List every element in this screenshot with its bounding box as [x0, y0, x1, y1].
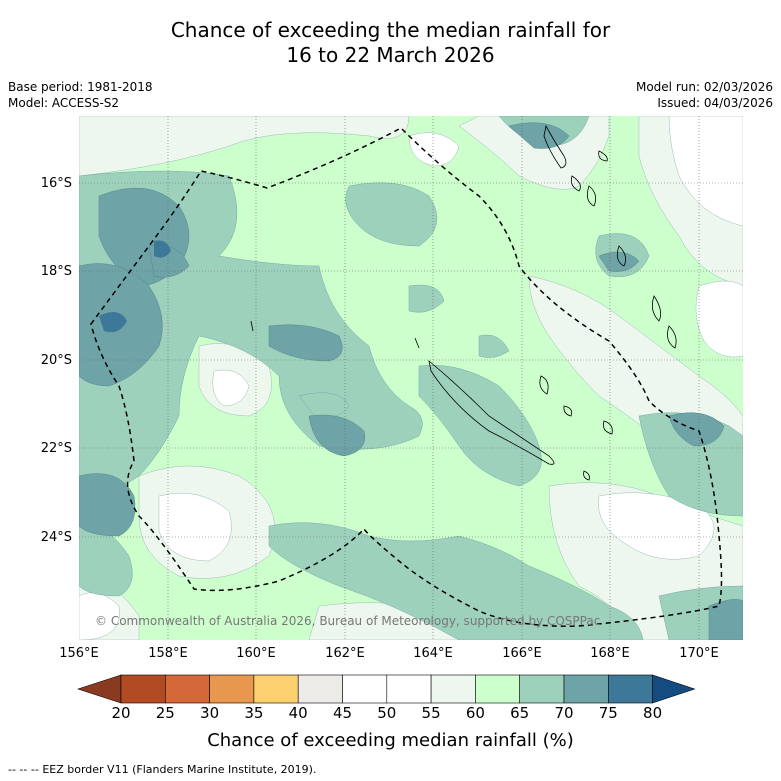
colorbar-cell-50-55: [386, 674, 432, 704]
model-run: Model run: 02/03/2026: [635, 80, 773, 94]
colorbar-tick-35: 35: [244, 704, 264, 722]
colorbar-cells: [77, 674, 696, 704]
eez-legend-text: EEZ border V11 (Flanders Marine Institut…: [42, 763, 317, 776]
colorbar-tick-80: 80: [643, 704, 663, 722]
colorbar-cell-25-30: [165, 674, 210, 704]
colorbar-cell-30-35: [209, 674, 255, 704]
colorbar-extend-high: [652, 674, 696, 704]
colorbar-cell-60-65: [475, 674, 520, 704]
lat-label-22s: 22°S: [40, 441, 72, 456]
lat-label-24s: 24°S: [40, 530, 72, 545]
colorbar-tick-30: 30: [200, 704, 220, 722]
colorbar-tick-50: 50: [377, 704, 397, 722]
colorbar-tick-65: 65: [510, 704, 530, 722]
coastlines: [250, 124, 677, 481]
colorbar-cell-45-50: [342, 674, 388, 704]
colorbar-tick-60: 60: [465, 704, 485, 722]
title-line-2: 16 to 22 March 2026: [286, 43, 495, 67]
lat-label-20s: 20°S: [40, 353, 72, 368]
lon-label-166e: 166°E: [502, 646, 542, 661]
new-caledonia-island: [428, 359, 555, 465]
legend-footnote: -- -- -- EEZ border V11 (Flanders Marine…: [8, 763, 316, 776]
colorbar-cell-55-60: [430, 674, 476, 704]
colorbar-tick-25: 25: [155, 704, 175, 722]
colorbar-cell-20-25: [120, 674, 166, 704]
eez-border: [90, 127, 723, 627]
colorbar-tick-20: 20: [111, 704, 131, 722]
colorbar-cell-40-45: [297, 674, 343, 704]
meta-right: Model run: 02/03/2026 Issued: 04/03/2026: [636, 79, 773, 111]
lon-label-158e: 158°E: [148, 646, 188, 661]
colorbar-title: Chance of exceeding median rainfall (%): [207, 730, 574, 751]
map-panel[interactable]: [79, 116, 743, 640]
colorbar-tick-55: 55: [421, 704, 441, 722]
model-name: Model: ACCESS-S2: [8, 96, 120, 110]
map-grid: [79, 116, 743, 640]
copyright-note: © Commonwealth of Australia 2026, Bureau…: [95, 614, 601, 628]
lat-label-16s: 16°S: [40, 176, 72, 191]
zone-70-75: [79, 122, 743, 640]
map-canvas: [79, 116, 743, 640]
colorbar-tick-75: 75: [598, 704, 618, 722]
colorbar-cell-70-75: [563, 674, 609, 704]
meta-left: Base period: 1981-2018 Model: ACCESS-S2: [8, 79, 153, 111]
colorbar-tick-40: 40: [288, 704, 308, 722]
eez-dash-symbol: -- -- --: [8, 763, 39, 776]
colorbar-tick-70: 70: [554, 704, 574, 722]
lon-label-160e: 160°E: [236, 646, 276, 661]
issued-date: Issued: 04/03/2026: [657, 96, 773, 110]
colorbar-tick-45: 45: [332, 704, 353, 722]
lon-label-162e: 162°E: [325, 646, 365, 661]
lon-label-170e: 170°E: [679, 646, 719, 661]
zone-75-80: [99, 240, 171, 333]
lon-label-164e: 164°E: [413, 646, 453, 661]
colorbar-cell-35-40: [253, 674, 299, 704]
colorbar-cell-75-80: [607, 674, 653, 704]
base-period: Base period: 1981-2018: [8, 80, 153, 94]
title-line-1: Chance of exceeding the median rainfall …: [170, 18, 611, 42]
lat-label-18s: 18°S: [40, 264, 72, 279]
colorbar: [77, 674, 696, 704]
colorbar-extend-low: [77, 674, 122, 704]
lon-label-168e: 168°E: [590, 646, 630, 661]
map-title: Chance of exceeding the median rainfall …: [0, 18, 781, 68]
zone-45-55: [79, 116, 743, 640]
colorbar-cell-65-70: [519, 674, 565, 704]
lon-label-156e: 156°E: [59, 646, 99, 661]
